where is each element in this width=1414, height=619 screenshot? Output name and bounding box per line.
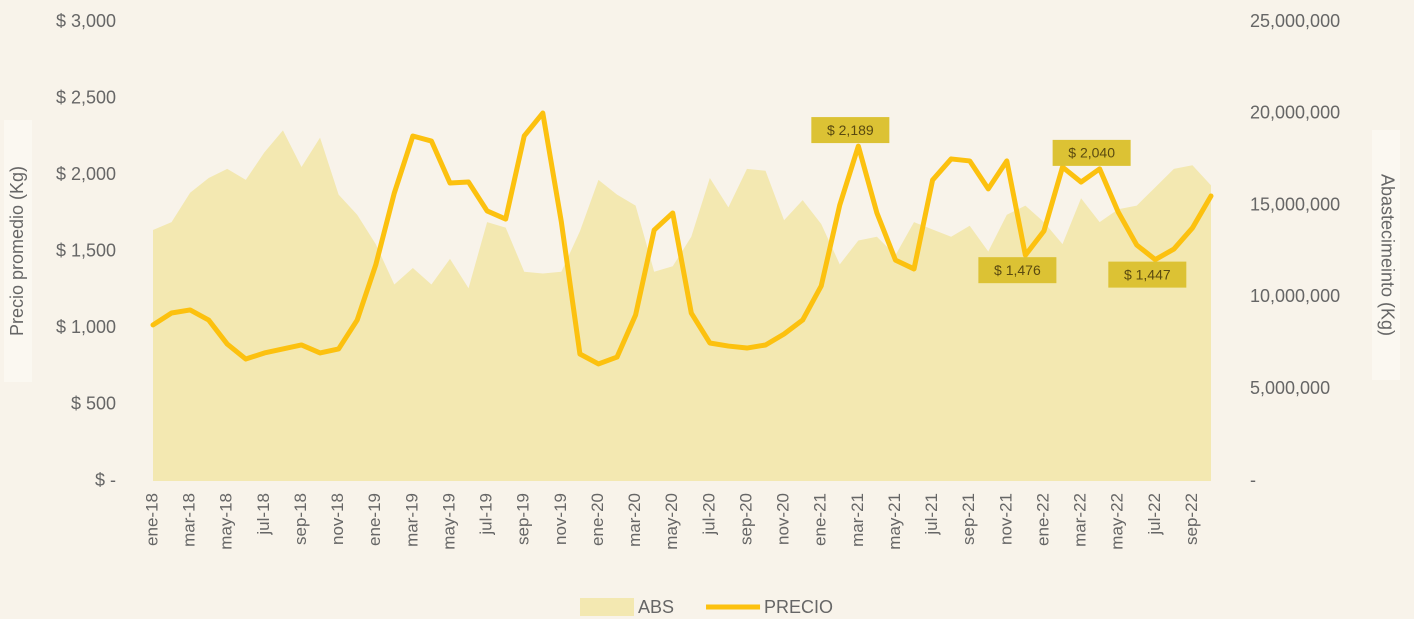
value-label-box (811, 117, 890, 144)
x-tick-label: nov-20 (774, 493, 793, 545)
x-tick-label: jul-20 (699, 493, 718, 536)
value-label-box (1108, 261, 1187, 288)
x-tick-label: sep-19 (514, 493, 533, 545)
x-tick-label: mar-18 (180, 493, 199, 547)
x-tick-label: ene-21 (811, 493, 830, 546)
value-label-box (1052, 139, 1131, 166)
value-label: $ 1,476 (994, 262, 1041, 278)
y2-tick-label: 10,000,000 (1250, 286, 1340, 306)
value-label: $ 1,447 (1124, 266, 1171, 282)
x-tick-label: may-19 (439, 493, 458, 550)
x-tick-label: may-20 (662, 493, 681, 550)
y-tick-label: $ 2,500 (56, 87, 116, 107)
x-tick-label: jul-22 (1145, 493, 1164, 536)
x-tick-label: sep-22 (1182, 493, 1201, 545)
x-tick-label: mar-21 (848, 493, 867, 547)
x-tick-label: ene-22 (1033, 493, 1052, 546)
x-tick-label: may-22 (1108, 493, 1127, 550)
legend-label: ABS (638, 597, 674, 617)
y2-tick-label: 15,000,000 (1250, 194, 1340, 214)
y-tick-label: $ 1,000 (56, 317, 116, 337)
x-tick-label: ene-20 (588, 493, 607, 546)
x-tick-label: ene-19 (365, 493, 384, 546)
x-tick-label: sep-20 (736, 493, 755, 545)
y-axis-label: Precio promedio (Kg) (7, 166, 27, 336)
legend-swatch (580, 598, 634, 616)
legend-label: PRECIO (764, 597, 833, 617)
y-tick-label: $ 3,000 (56, 11, 116, 31)
y2-tick-label: 20,000,000 (1250, 103, 1340, 123)
x-tick-label: sep-18 (291, 493, 310, 545)
y-tick-label: $ 500 (71, 393, 116, 413)
x-tick-label: jul-21 (922, 493, 941, 536)
area (153, 130, 1211, 481)
x-tick-label: may-21 (885, 493, 904, 550)
y-tick-label: $ - (95, 470, 116, 490)
x-tick-label: mar-22 (1071, 493, 1090, 547)
x-tick-label: nov-21 (996, 493, 1015, 545)
y-label-backdrop (4, 120, 32, 382)
x-tick-label: mar-20 (625, 493, 644, 547)
x-tick-label: jul-19 (477, 493, 496, 536)
y2-label-backdrop (1372, 130, 1400, 380)
y-tick-label: $ 2,000 (56, 164, 116, 184)
y-tick-label: $ 1,500 (56, 240, 116, 260)
value-label: $ 2,189 (827, 122, 874, 138)
x-tick-label: may-18 (217, 493, 236, 550)
value-label-box (978, 257, 1057, 284)
line (150, 110, 1214, 367)
x-tick-label: nov-19 (551, 493, 570, 545)
x-tick-label: mar-19 (402, 493, 421, 547)
x-tick-label: sep-21 (959, 493, 978, 545)
x-tick-label: ene-18 (142, 493, 161, 546)
y2-tick-label: 25,000,000 (1250, 11, 1340, 31)
value-label: $ 2,040 (1068, 145, 1115, 161)
x-tick-label: jul-18 (254, 493, 273, 536)
y2-tick-label: - (1250, 470, 1256, 490)
x-tick-label: nov-18 (328, 493, 347, 545)
y2-tick-label: 5,000,000 (1250, 378, 1330, 398)
y2-axis-label: Abastecimeinto (Kg) (1377, 174, 1397, 336)
